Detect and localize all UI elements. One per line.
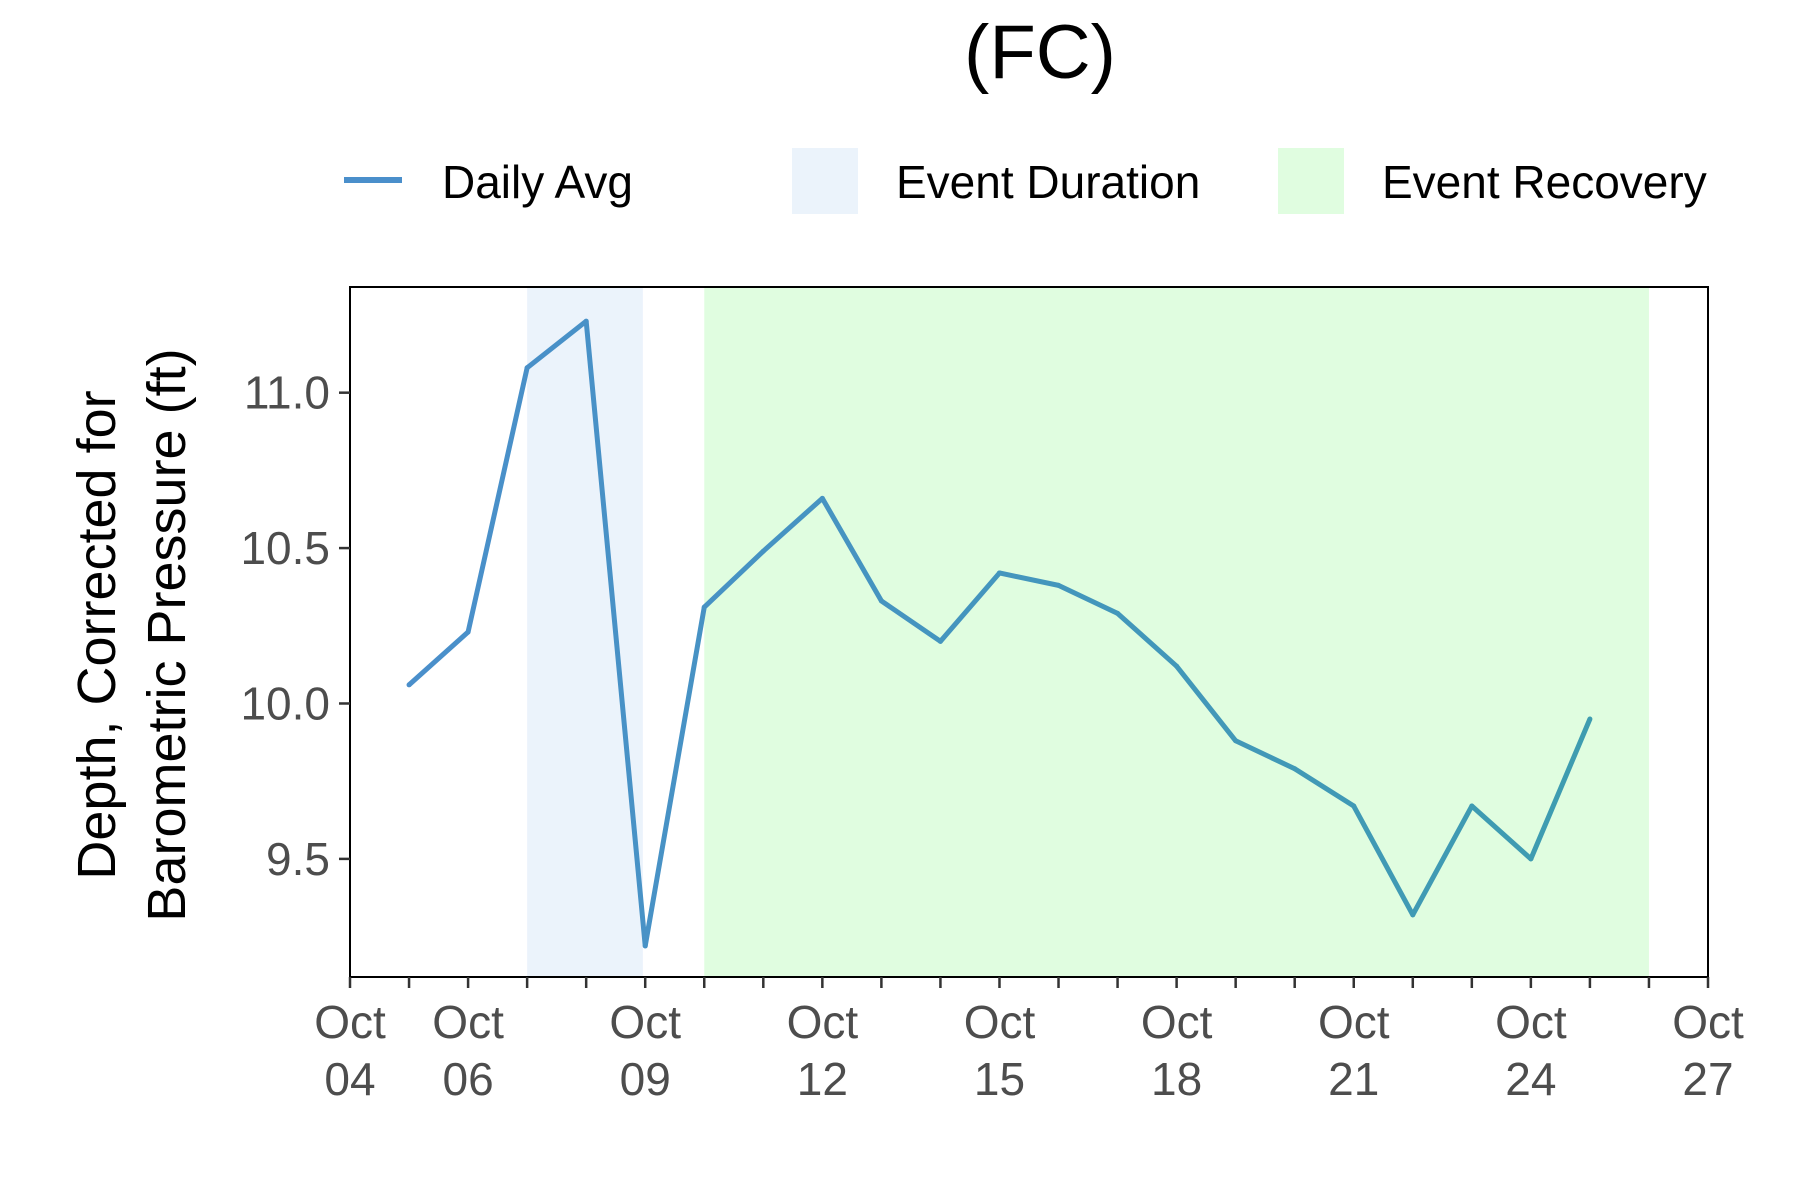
series-point xyxy=(760,548,766,554)
legend: Daily Avg Event Duration Event Recovery xyxy=(344,148,1707,214)
series-point xyxy=(1528,856,1534,862)
series-point xyxy=(583,318,589,324)
x-axis: Oct 04 Oct 06 Oct 09 Oct 12 Oct 15 Oct 18 Oct 21 Oct 24… xyxy=(314,977,1744,1105)
event-bands xyxy=(527,287,1649,977)
series-point xyxy=(406,682,412,688)
series-daily-avg xyxy=(406,318,1593,949)
series-point xyxy=(878,598,884,604)
legend-fill-swatch-event-duration xyxy=(792,148,858,214)
legend-fill-swatch-event-recovery xyxy=(1278,148,1344,214)
legend-item-event-recovery: Event Recovery xyxy=(1278,148,1707,214)
x-tick-label: Oct 18 xyxy=(1141,996,1213,1105)
series-point xyxy=(642,943,648,949)
x-tick-label: Oct 27 xyxy=(1672,996,1744,1105)
x-tick-label: Oct 04 xyxy=(314,996,386,1105)
series-point xyxy=(1410,912,1416,918)
y-axis: 9.5 10.0 10.5 11.0 xyxy=(240,367,350,885)
series-point xyxy=(819,495,825,501)
event-band-event-duration xyxy=(527,287,643,977)
y-tick-label: 9.5 xyxy=(266,833,330,885)
series-point xyxy=(701,604,707,610)
series-point xyxy=(1233,738,1239,744)
series-point xyxy=(1587,716,1593,722)
legend-item-daily-avg: Daily Avg xyxy=(344,156,633,208)
x-tick-label: Oct 24 xyxy=(1495,996,1567,1105)
series-point xyxy=(1351,803,1357,809)
x-tick-label: Oct 12 xyxy=(787,996,859,1105)
series-point xyxy=(465,629,471,635)
x-tick-label: Oct 06 xyxy=(432,996,504,1105)
event-band-event-recovery xyxy=(704,287,1649,977)
legend-label-event-duration: Event Duration xyxy=(896,156,1200,208)
y-tick-label: 10.0 xyxy=(240,677,330,729)
y-axis-title-line-1: Depth, Corrected for xyxy=(67,390,127,879)
series-point xyxy=(1292,766,1298,772)
legend-item-event-duration: Event Duration xyxy=(792,148,1200,214)
series-point xyxy=(1469,803,1475,809)
series-point xyxy=(1056,582,1062,588)
legend-label-daily-avg: Daily Avg xyxy=(442,156,633,208)
series-point xyxy=(1115,610,1121,616)
plot-panel-border xyxy=(349,286,1709,978)
series-point xyxy=(996,570,1002,576)
series-point xyxy=(524,365,530,371)
y-tick-label: 10.5 xyxy=(240,522,330,574)
x-tick-label: Oct 15 xyxy=(964,996,1036,1105)
y-tick-label: 11.0 xyxy=(244,367,330,419)
x-tick-label: Oct 09 xyxy=(609,996,681,1105)
series-point xyxy=(937,638,943,644)
x-tick-label: Oct 21 xyxy=(1318,996,1390,1105)
y-axis-title: Depth, Corrected for Barometric Pressure… xyxy=(67,348,197,921)
y-axis-title-line-2: Barometric Pressure (ft) xyxy=(137,348,197,921)
legend-label-event-recovery: Event Recovery xyxy=(1382,156,1707,208)
chart-title: (FC) xyxy=(964,10,1116,95)
series-point xyxy=(1174,663,1180,669)
